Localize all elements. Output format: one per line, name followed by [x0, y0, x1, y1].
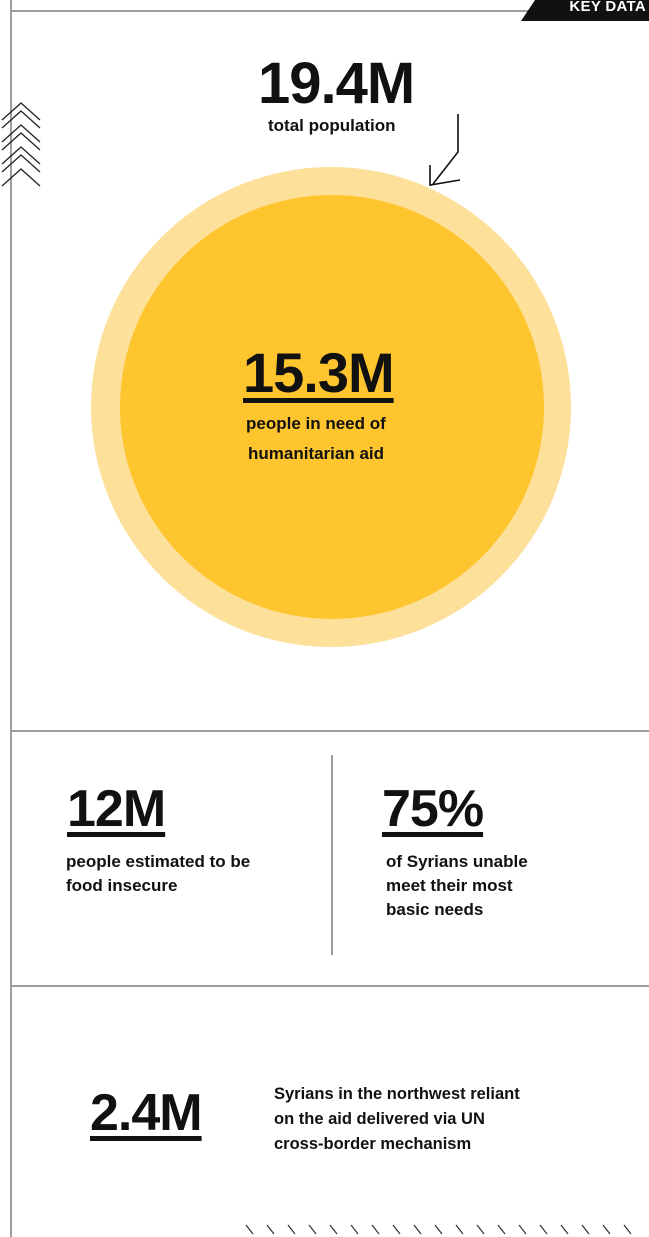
dash-mark [602, 1224, 611, 1235]
need-circle [120, 195, 544, 619]
arrow-icon [429, 114, 461, 186]
dash-mark [350, 1224, 359, 1235]
dash-mark [455, 1224, 464, 1235]
section-divider-1 [10, 730, 649, 732]
food-label-line1: people estimated to be [66, 852, 251, 871]
crossborder-label-line1: Syrians in the northwest reliant [274, 1085, 520, 1103]
dash-mark [308, 1224, 317, 1235]
needs-label-line3: basic needs [386, 900, 484, 919]
dash-mark [434, 1224, 443, 1235]
chevron-stack-icon [1, 102, 41, 187]
dash-mark [539, 1224, 548, 1235]
dash-mark [287, 1224, 296, 1235]
column-divider [331, 755, 333, 955]
food-label-line2: food insecure [66, 876, 178, 895]
population-value: 19.4M [258, 51, 415, 116]
needs-label-line1: of Syrians unable [386, 852, 528, 871]
food-value: 12M [67, 780, 166, 838]
crossborder-label-line3: cross-border mechanism [274, 1135, 472, 1153]
dash-mark [245, 1224, 254, 1235]
crossborder-label-line2: on the aid delivered via UN [274, 1110, 485, 1128]
need-label-line1: people in need of [246, 414, 386, 433]
section-divider-2 [10, 985, 649, 987]
key-data-tag: KEY DATA [521, 0, 649, 21]
dash-mark [476, 1224, 485, 1235]
dash-mark [413, 1224, 422, 1235]
frame-left-border [10, 0, 12, 1237]
frame-top-border [10, 10, 530, 12]
needs-label-line2: meet their most [386, 876, 513, 895]
dash-mark [623, 1224, 632, 1235]
dash-mark [329, 1224, 338, 1235]
dash-mark [392, 1224, 401, 1235]
dash-mark [497, 1224, 506, 1235]
needs-value: 75% [382, 780, 484, 838]
dash-mark [371, 1224, 380, 1235]
need-label-line2: humanitarian aid [248, 444, 385, 463]
key-data-label: KEY DATA [569, 0, 646, 15]
tag-background [521, 0, 649, 21]
need-value: 15.3M [243, 341, 395, 404]
population-label: total population [268, 116, 396, 135]
dash-mark [518, 1224, 527, 1235]
dash-mark [581, 1224, 590, 1235]
crossborder-value: 2.4M [90, 1084, 203, 1142]
dash-mark [560, 1224, 569, 1235]
dash-mark [266, 1224, 275, 1235]
diagonal-dash-pattern [245, 1224, 632, 1235]
